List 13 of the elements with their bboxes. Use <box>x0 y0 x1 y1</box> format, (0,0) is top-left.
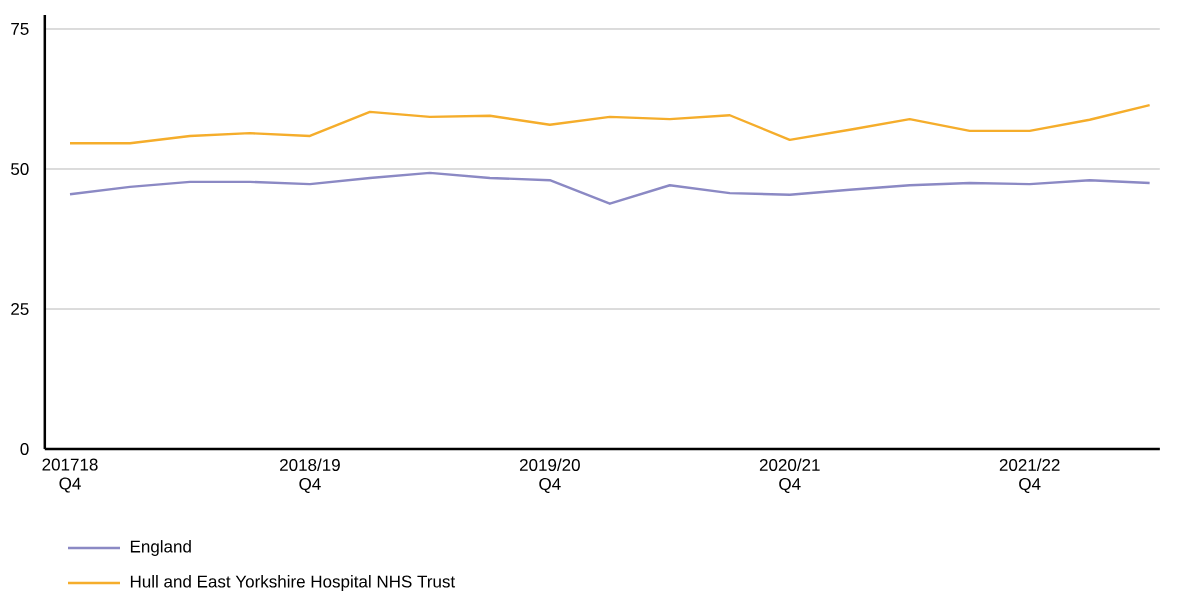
y-tick-label: 25 <box>11 302 29 316</box>
line-series <box>68 171 1151 205</box>
y-tick-label: 75 <box>11 23 29 35</box>
legend-label: England <box>130 540 191 556</box>
x-tick-label: 2021/22 Q4 <box>999 458 1060 494</box>
y-tick-label: 50 <box>11 162 29 176</box>
x-tick-label: 2020/21 Q4 <box>759 458 820 494</box>
line-series <box>68 103 1151 145</box>
y-tick-label: 0 <box>20 442 29 456</box>
x-tick-label: 2018/19 Q4 <box>280 458 340 494</box>
legend-label: Hull and East Yorkshire Hospital NHS Trust <box>130 575 456 591</box>
x-tick-label: 201718 Q4 <box>42 458 98 493</box>
x-tick-label: 2019/20 Q4 <box>519 458 580 494</box>
